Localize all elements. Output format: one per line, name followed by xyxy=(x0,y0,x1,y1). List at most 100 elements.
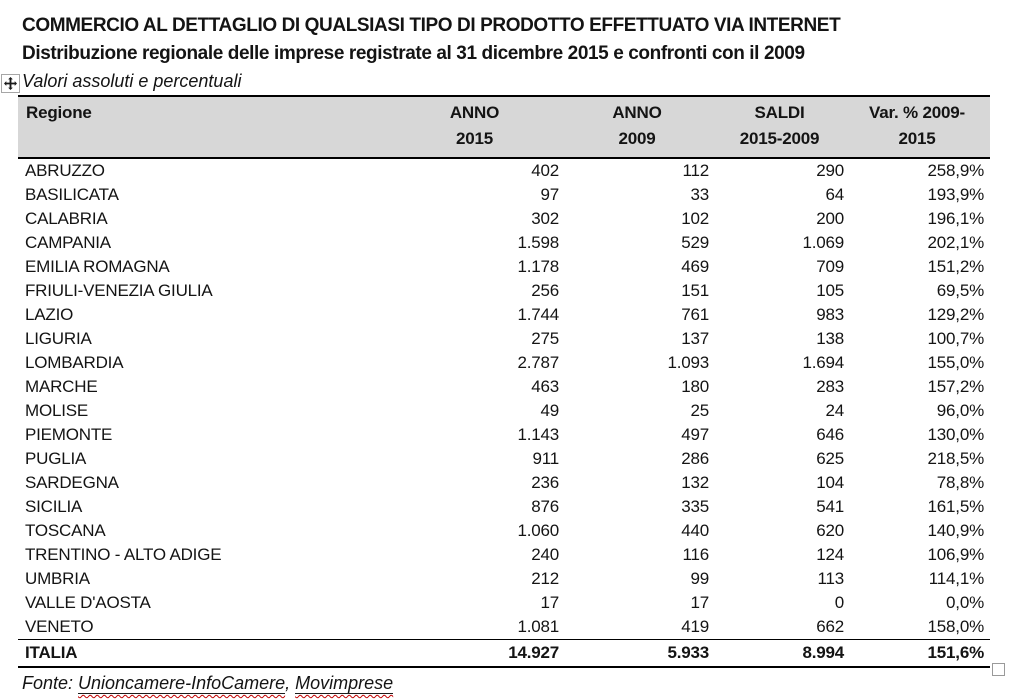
value-cell: 8.994 xyxy=(715,639,850,668)
value-cell: 25 xyxy=(690,401,709,420)
value-cell: 761 xyxy=(681,305,709,324)
table-body: ABRUZZO 402 112 290 258,9% BASILICATA 97 33 64 19… xyxy=(18,158,990,668)
value-cell: 151,2% xyxy=(927,257,985,276)
table-row: PIEMONTE 1.143 497 646 130,0% xyxy=(18,423,990,447)
region-cell: ABRUZZO xyxy=(25,161,105,180)
value-cell: 102 xyxy=(681,209,709,228)
value-cell: 497 xyxy=(681,425,709,444)
value-cell: 709 xyxy=(816,257,844,276)
table-row: SICILIA 876 335 541 161,5% xyxy=(18,495,990,519)
table-row: LOMBARDIA 2.787 1.093 1.694 155,0% xyxy=(18,351,990,375)
value-cell: 196,1% xyxy=(927,209,985,228)
value-cell: 97 xyxy=(540,185,559,204)
value-cell: 440 xyxy=(681,521,709,540)
table-row: VENETO 1.081 419 662 158,0% xyxy=(18,615,990,640)
table-row: PUGLIA 911 286 625 218,5% xyxy=(18,447,990,471)
value-cell: 33 xyxy=(690,185,709,204)
value-cell: 114,1% xyxy=(928,569,984,588)
value-cell: 0 xyxy=(834,593,844,612)
data-table: Regione ANNO 2015 ANNO 2009 SALDI 2015-2009 Var… xyxy=(18,95,990,668)
region-cell: LOMBARDIA xyxy=(25,353,124,372)
value-cell: 1.081 xyxy=(517,617,559,636)
table-row: TOSCANA 1.060 440 620 140,9% xyxy=(18,519,990,543)
value-cell: 620 xyxy=(816,521,844,540)
value-cell: 541 xyxy=(816,497,844,516)
value-cell: 625 xyxy=(816,449,844,468)
value-cell: 212 xyxy=(531,569,559,588)
region-cell: VALLE D'AOSTA xyxy=(25,593,151,612)
region-cell: CALABRIA xyxy=(25,209,108,228)
value-cell: 1.744 xyxy=(517,305,559,324)
value-cell: 1.093 xyxy=(667,353,709,372)
table-row: CALABRIA 302 102 200 196,1% xyxy=(18,207,990,231)
table-row: UMBRIA 212 99 113 114,1% xyxy=(18,567,990,591)
value-cell: 17 xyxy=(540,593,559,612)
value-cell: 158,0% xyxy=(927,617,985,636)
table-total-row: ITALIA 14.927 5.933 8.994 151,6% xyxy=(18,639,990,668)
value-cell: 129,2% xyxy=(927,305,985,324)
table-resize-handle[interactable] xyxy=(992,663,1005,676)
value-cell: 290 xyxy=(816,161,844,180)
region-cell: LIGURIA xyxy=(25,329,92,348)
region-cell: SARDEGNA xyxy=(25,473,119,492)
region-cell: LAZIO xyxy=(25,305,74,324)
value-cell: 106,9% xyxy=(927,545,985,564)
column-header: ANNO 2015 xyxy=(390,95,565,159)
value-cell: 240 xyxy=(531,545,559,564)
value-cell: 258,9% xyxy=(927,161,985,180)
table-header-row: Regione ANNO 2015 ANNO 2009 SALDI 2015-2009 Var… xyxy=(18,95,990,159)
value-cell: 218,5% xyxy=(927,449,985,468)
source-separator: , xyxy=(285,673,296,693)
value-cell: 161,5% xyxy=(927,497,985,516)
column-header: ANNO 2009 xyxy=(565,95,715,159)
value-cell: 151 xyxy=(681,281,709,300)
value-cell: 132 xyxy=(681,473,709,492)
table-row: FRIULI-VENEZIA GIULIA 256 151 105 69,5% xyxy=(18,279,990,303)
value-cell: 100,7% xyxy=(927,329,985,348)
value-cell: 5.933 xyxy=(565,639,715,668)
value-cell: 1.598 xyxy=(517,233,559,252)
value-cell: 646 xyxy=(816,425,844,444)
value-cell: 155,0% xyxy=(927,353,985,372)
value-cell: 302 xyxy=(531,209,559,228)
value-cell: 1.178 xyxy=(517,257,559,276)
value-cell: 69,5% xyxy=(936,281,984,300)
value-cell: 104 xyxy=(816,473,844,492)
value-cell: 157,2% xyxy=(927,377,985,396)
table-row: CAMPANIA 1.598 529 1.069 202,1% xyxy=(18,231,990,255)
table-move-handle[interactable] xyxy=(1,74,20,93)
table-row: EMILIA ROMAGNA 1.178 469 709 151,2% xyxy=(18,255,990,279)
value-cell: 138 xyxy=(816,329,844,348)
region-cell: CAMPANIA xyxy=(25,233,111,252)
source-link-2: Movimprese xyxy=(295,673,394,694)
source-link-1: Unioncamere-InfoCamere xyxy=(78,673,286,694)
value-cell: 983 xyxy=(816,305,844,324)
value-cell: 283 xyxy=(816,377,844,396)
value-cell: 180 xyxy=(681,377,709,396)
column-header: Var. % 2009- 2015 xyxy=(850,95,990,159)
value-cell: 236 xyxy=(531,473,559,492)
value-cell: 151,6% xyxy=(850,639,990,668)
table-row: BASILICATA 97 33 64 193,9% xyxy=(18,183,990,207)
value-cell: 256 xyxy=(531,281,559,300)
region-cell: EMILIA ROMAGNA xyxy=(25,257,170,276)
source-prefix: Fonte: xyxy=(22,673,79,693)
region-cell: VENETO xyxy=(25,617,94,636)
source-note: Fonte: Unioncamere-InfoCamere, Movimpres… xyxy=(22,672,1014,694)
value-cell: 113 xyxy=(817,569,844,588)
value-cell: 14.927 xyxy=(390,639,565,668)
table-row: LIGURIA 275 137 138 100,7% xyxy=(18,327,990,351)
value-cell: 463 xyxy=(531,377,559,396)
value-cell: 1.060 xyxy=(517,521,559,540)
move-cross-icon xyxy=(4,77,17,90)
value-cell: 140,9% xyxy=(927,521,985,540)
region-cell: MARCHE xyxy=(25,377,98,396)
region-cell: SICILIA xyxy=(25,497,83,516)
column-header: Regione xyxy=(18,95,390,159)
value-cell: 137 xyxy=(681,329,709,348)
region-cell: TOSCANA xyxy=(25,521,106,540)
table-row: LAZIO 1.744 761 983 129,2% xyxy=(18,303,990,327)
value-cell: 1.069 xyxy=(802,233,844,252)
table-caption: Valori assoluti e percentuali xyxy=(22,71,242,91)
value-cell: 335 xyxy=(681,497,709,516)
